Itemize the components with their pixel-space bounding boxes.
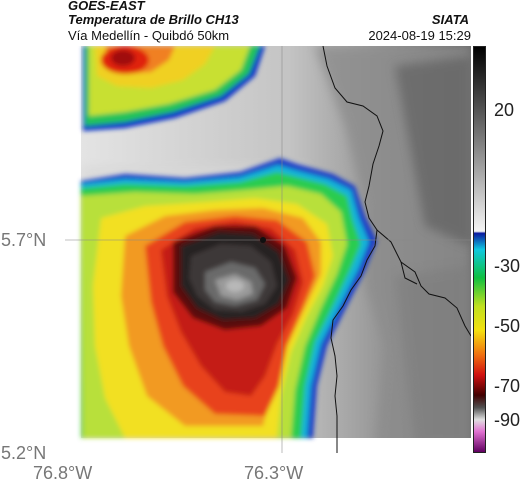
latitude-label-5-2: 5.2°N [1,443,47,463]
colorbar-tick-minus-90: -90 [494,410,521,430]
colorbar-tick-minus-30: -30 [494,256,521,276]
location-marker [260,237,266,243]
product-title: Temperatura de Brillo CH13 [68,12,239,27]
northern-convective-cloud [83,46,265,131]
temperature-colorbar [473,46,486,453]
main-convective-system [81,158,377,438]
brightness-temperature-map [65,46,471,453]
colorbar-tick-minus-50: -50 [494,316,521,336]
satellite-name: GOES-EAST [68,0,145,13]
latitude-label-5-7: 5.7°N [1,230,47,250]
datetime-label: 2024-08-19 15:29 [368,28,471,43]
colorbar-tick-20: 20 [494,100,515,120]
longitude-label-76-3: 76.3°W [244,463,304,483]
source-label: SIATA [431,12,469,27]
coastline-borders [322,46,471,453]
graticule [65,46,471,453]
longitude-label-76-8: 76.8°W [33,463,93,483]
route-label: Vía Medellín - Quibdó 50km [68,28,230,43]
colorbar-tick-minus-70: -70 [494,376,521,396]
